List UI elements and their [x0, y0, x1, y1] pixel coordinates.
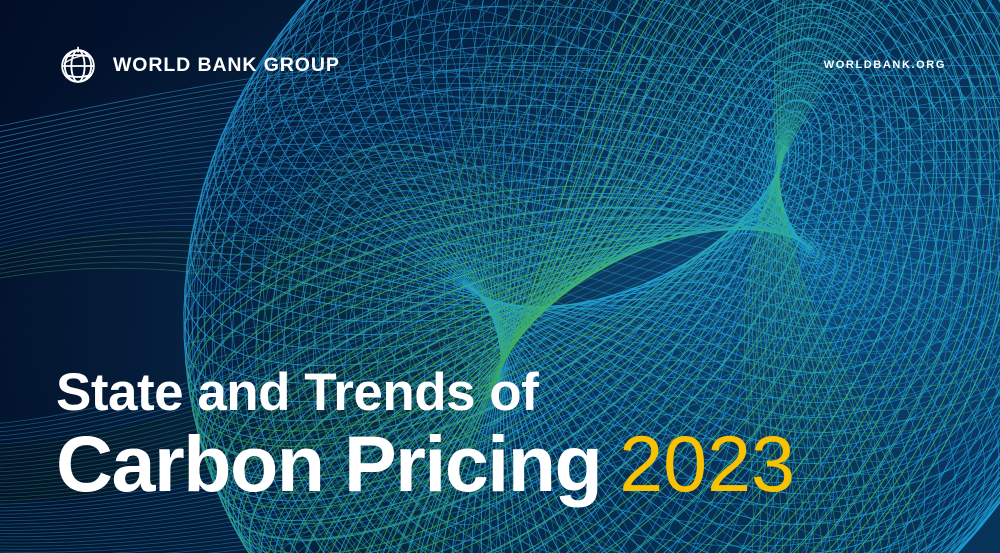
cover-title-block: State and Trends of Carbon Pricing 2023: [56, 362, 795, 503]
logo-wordmark: WORLD BANK GROUP: [113, 54, 340, 77]
title-line-one: State and Trends of: [56, 362, 539, 422]
worldbank-url[interactable]: WORLDBANK.ORG: [823, 59, 946, 71]
title-line-two: Carbon Pricing 2023: [56, 424, 795, 503]
title-year: 2023: [619, 419, 795, 508]
world-bank-logo[interactable]: WORLD BANK GROUP: [56, 44, 340, 88]
title-main-text: Carbon Pricing: [56, 419, 603, 508]
world-bank-globe-icon: [61, 46, 95, 83]
